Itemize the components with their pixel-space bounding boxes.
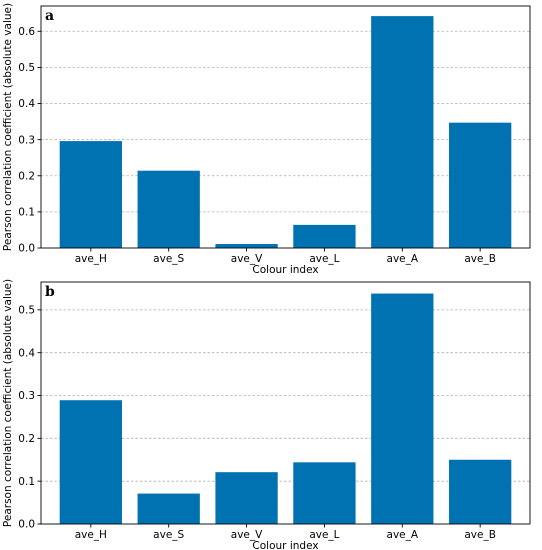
y-tick-label: 0.3 [18, 390, 35, 402]
bar-ave-l [293, 462, 356, 524]
x-tick-label: ave_V [231, 529, 263, 541]
x-tick-label: ave_L [309, 529, 339, 541]
chart-a: ave_H ave_S ave_V ave_L ave_A ave_B 0.0 0.1 0.2 0… [2, 3, 531, 274]
bar-ave-s [137, 493, 200, 524]
x-tick-label: ave_B [464, 253, 496, 265]
y-tick-label: 0.6 [18, 26, 35, 38]
bar-ave-l [293, 224, 356, 248]
x-tick-label: ave_V [231, 253, 263, 265]
plot-frame [40, 281, 531, 525]
y-tick-label: 0.5 [18, 62, 35, 74]
y-tick-label: 0.2 [18, 433, 35, 445]
plot-frame [40, 5, 531, 249]
bar-ave-b [449, 122, 512, 248]
panel-label: a [45, 8, 54, 24]
y-tick-label: 0.0 [18, 519, 35, 531]
bar-ave-b [449, 459, 512, 524]
y-tick-label: 0.1 [18, 207, 35, 219]
x-axis-label: Colour index [252, 540, 318, 550]
y-tick-label: 0.4 [18, 98, 35, 110]
y-tick-label: 0.0 [18, 243, 35, 255]
y-tick-label: 0.4 [18, 347, 35, 359]
bar-ave-a [371, 293, 434, 524]
x-tick-label: ave_B [464, 529, 496, 541]
x-tick-label: ave_H [75, 529, 107, 541]
x-tick-label: ave_S [153, 529, 184, 541]
chart-b: ave_H ave_S ave_V ave_L ave_A ave_B 0.0 0.1 0.2 0… [2, 279, 531, 550]
x-tick-label: ave_S [153, 253, 184, 265]
bar-ave-h [59, 400, 122, 524]
y-axis-label: Pearson correlation coefficient (absolut… [2, 279, 14, 527]
bar-ave-a [371, 16, 434, 248]
y-tick-label: 0.1 [18, 476, 35, 488]
bar-ave-h [59, 141, 122, 248]
y-tick-label: 0.2 [18, 170, 35, 182]
bar-ave-v [215, 472, 278, 524]
x-tick-label: ave_L [309, 253, 339, 265]
bar-ave-v [215, 244, 278, 248]
x-tick-label: ave_A [387, 529, 419, 541]
x-tick-label: ave_A [387, 253, 419, 265]
x-axis-label: Colour index [252, 264, 318, 274]
y-axis-label: Pearson correlation coefficient (absolut… [2, 3, 14, 251]
bar-ave-s [137, 170, 200, 248]
panel-label: b [45, 284, 55, 300]
x-tick-label: ave_H [75, 253, 107, 265]
y-tick-label: 0.3 [18, 134, 35, 146]
y-tick-label: 0.5 [18, 305, 35, 317]
